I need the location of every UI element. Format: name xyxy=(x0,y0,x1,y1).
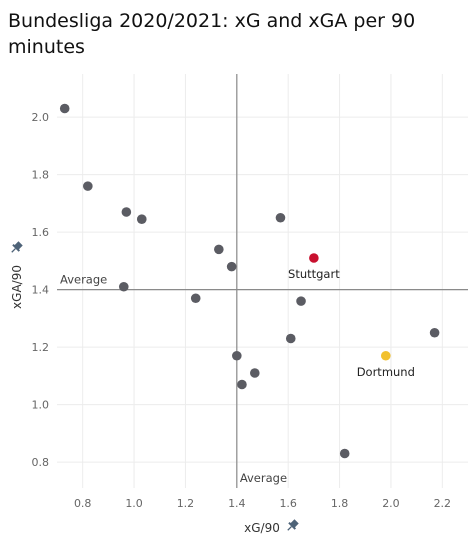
chart-title: Bundesliga 2020/2021: xG and xGA per 90 … xyxy=(8,10,416,58)
data-point[interactable] xyxy=(232,350,242,361)
data-point[interactable] xyxy=(59,103,70,114)
point-labels: Stuttgart Dortmund xyxy=(288,267,415,379)
x-tick-label: 1.2 xyxy=(177,497,195,510)
data-point-dortmund[interactable] xyxy=(381,350,391,361)
reference-lines: Average Average xyxy=(57,74,468,488)
x-average-label: Average xyxy=(240,471,287,485)
y-tick-label: 0.8 xyxy=(32,456,50,469)
y-tick-label: 1.6 xyxy=(32,226,50,239)
x-tick-label: 1.8 xyxy=(331,497,349,510)
data-point[interactable] xyxy=(429,327,440,338)
pin-icon[interactable] xyxy=(9,240,24,255)
data-point[interactable] xyxy=(226,261,237,272)
x-tick-label: 2.2 xyxy=(434,497,452,510)
x-axis-title: xG/90 xyxy=(244,521,280,535)
data-point[interactable] xyxy=(285,333,296,344)
grid-layer xyxy=(57,74,468,488)
data-point[interactable] xyxy=(237,379,247,390)
data-point[interactable] xyxy=(121,207,132,217)
y-tick-label: 2.0 xyxy=(32,111,50,124)
data-point[interactable] xyxy=(136,214,147,224)
x-tick-label: 1.4 xyxy=(228,497,246,510)
data-point[interactable] xyxy=(249,368,260,378)
data-point[interactable] xyxy=(83,181,93,191)
y-axis-title: xGA/90 xyxy=(10,265,24,309)
y-tick-label: 1.8 xyxy=(32,169,50,182)
y-tick-label: 1.4 xyxy=(32,284,50,297)
y-average-label: Average xyxy=(60,273,107,287)
tick-labels: 0.8 1.0 1.2 1.4 1.6 1.8 2.0 2.2 0.8 1.0 1.2 1.4 1.6 1… xyxy=(32,111,452,510)
point-label-dortmund: Dortmund xyxy=(357,365,415,379)
data-point[interactable] xyxy=(214,244,224,255)
data-point[interactable] xyxy=(339,448,350,459)
data-points xyxy=(59,103,440,459)
x-tick-label: 1.6 xyxy=(279,497,297,510)
pin-icon[interactable] xyxy=(285,518,300,533)
y-tick-label: 1.2 xyxy=(32,341,50,354)
data-point[interactable] xyxy=(118,281,129,292)
x-tick-label: 1.0 xyxy=(125,497,143,510)
point-label-stuttgart: Stuttgart xyxy=(288,267,340,281)
data-point-stuttgart[interactable] xyxy=(309,253,319,263)
x-tick-label: 2.0 xyxy=(382,497,400,510)
y-tick-label: 1.0 xyxy=(32,399,50,412)
data-point[interactable] xyxy=(296,296,306,306)
data-point[interactable] xyxy=(275,212,286,223)
data-point[interactable] xyxy=(190,293,201,304)
x-tick-label: 0.8 xyxy=(74,497,92,510)
